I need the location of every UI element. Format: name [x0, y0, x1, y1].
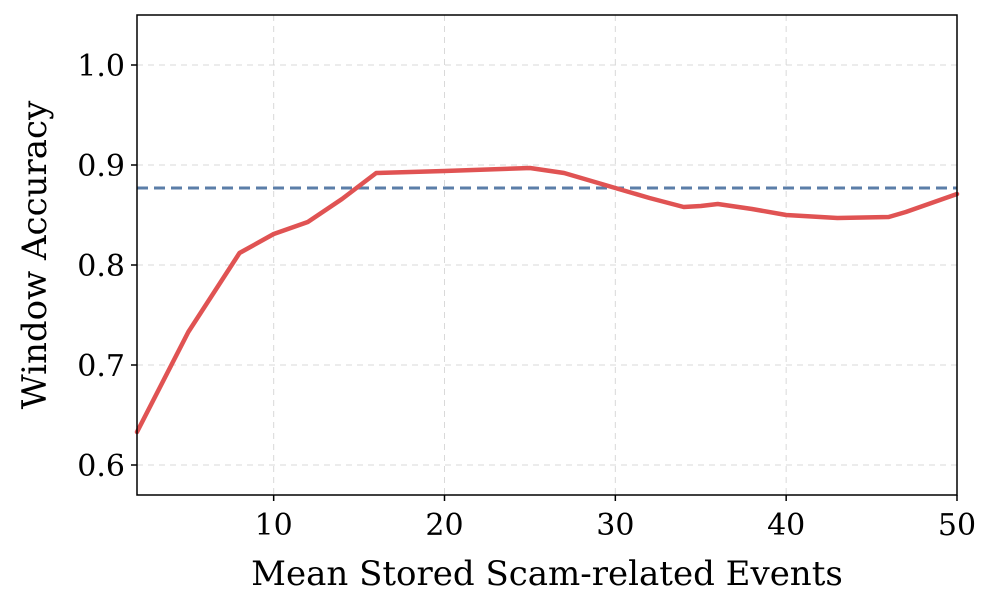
- y-tick-label: 1.0: [77, 49, 125, 84]
- y-axis-title: Window Accuracy: [15, 100, 55, 409]
- x-tick-label: 40: [767, 508, 805, 543]
- series-line: [134, 165, 960, 435]
- plot-frame: [136, 14, 958, 496]
- y-tick-label: 0.6: [77, 449, 125, 484]
- y-tick-label: 0.7: [77, 349, 125, 384]
- x-axis-title: Mean Stored Scam-related Events: [251, 554, 843, 594]
- grid: [137, 15, 958, 495]
- x-tick-label: 20: [425, 508, 463, 543]
- x-tick-label: 10: [255, 508, 293, 543]
- y-tick-label: 0.9: [77, 149, 125, 184]
- x-tick-label: 30: [596, 508, 634, 543]
- ticks: 10 20 30 40 50 0.6 0.7 0.8 0.9 1.0: [77, 49, 976, 543]
- x-tick-label: 50: [938, 508, 976, 543]
- y-tick-label: 0.8: [77, 249, 125, 284]
- series-layer: [134, 165, 960, 435]
